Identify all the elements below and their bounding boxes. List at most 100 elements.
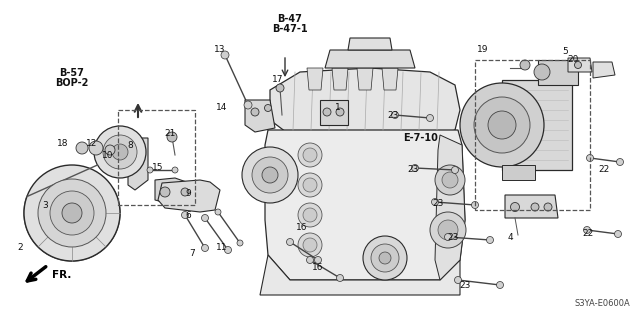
Circle shape bbox=[202, 214, 209, 221]
Circle shape bbox=[307, 256, 314, 263]
Circle shape bbox=[314, 256, 321, 263]
Text: 1: 1 bbox=[335, 103, 341, 113]
Polygon shape bbox=[357, 68, 373, 90]
Circle shape bbox=[616, 159, 623, 166]
Polygon shape bbox=[382, 68, 398, 90]
Text: 7: 7 bbox=[189, 249, 195, 257]
Polygon shape bbox=[270, 68, 460, 135]
Circle shape bbox=[244, 101, 252, 109]
Polygon shape bbox=[307, 68, 323, 90]
Polygon shape bbox=[332, 68, 348, 90]
Circle shape bbox=[531, 203, 539, 211]
Circle shape bbox=[392, 112, 399, 118]
Circle shape bbox=[445, 234, 451, 241]
Text: B-57: B-57 bbox=[60, 68, 84, 78]
Circle shape bbox=[303, 208, 317, 222]
Polygon shape bbox=[502, 80, 572, 170]
Circle shape bbox=[303, 178, 317, 192]
Circle shape bbox=[237, 240, 243, 246]
Circle shape bbox=[435, 165, 465, 195]
Circle shape bbox=[215, 209, 221, 215]
Text: 8: 8 bbox=[127, 140, 133, 150]
Circle shape bbox=[147, 167, 153, 173]
Circle shape bbox=[298, 233, 322, 257]
Text: 10: 10 bbox=[102, 151, 114, 160]
Text: BOP-2: BOP-2 bbox=[55, 78, 89, 88]
Circle shape bbox=[575, 62, 582, 69]
Text: 13: 13 bbox=[214, 46, 226, 55]
Polygon shape bbox=[320, 100, 348, 125]
Circle shape bbox=[50, 191, 94, 235]
Circle shape bbox=[486, 236, 493, 243]
Circle shape bbox=[298, 143, 322, 167]
Bar bbox=[475, 60, 590, 210]
Text: 17: 17 bbox=[272, 76, 284, 85]
Circle shape bbox=[303, 148, 317, 162]
Circle shape bbox=[488, 111, 516, 139]
Circle shape bbox=[511, 203, 520, 211]
Text: 21: 21 bbox=[164, 129, 176, 137]
Circle shape bbox=[24, 165, 120, 261]
Polygon shape bbox=[568, 58, 592, 72]
Text: 16: 16 bbox=[296, 224, 308, 233]
Text: E-7-10: E-7-10 bbox=[403, 133, 438, 143]
Circle shape bbox=[298, 203, 322, 227]
Circle shape bbox=[38, 179, 106, 247]
Circle shape bbox=[454, 277, 461, 284]
Text: 12: 12 bbox=[86, 138, 98, 147]
Circle shape bbox=[105, 145, 115, 155]
Circle shape bbox=[298, 173, 322, 197]
Text: 11: 11 bbox=[216, 243, 228, 253]
Circle shape bbox=[534, 64, 550, 80]
Text: 14: 14 bbox=[216, 102, 228, 112]
Polygon shape bbox=[260, 255, 460, 295]
Text: 3: 3 bbox=[42, 201, 48, 210]
Text: 18: 18 bbox=[57, 138, 68, 147]
Text: B-47: B-47 bbox=[278, 14, 303, 24]
Circle shape bbox=[225, 247, 232, 254]
Circle shape bbox=[221, 51, 229, 59]
Circle shape bbox=[371, 244, 399, 272]
Circle shape bbox=[336, 108, 344, 116]
Text: 5: 5 bbox=[562, 48, 568, 56]
Text: 9: 9 bbox=[185, 189, 191, 198]
Polygon shape bbox=[538, 60, 578, 85]
Circle shape bbox=[474, 97, 530, 153]
Circle shape bbox=[412, 165, 419, 172]
Circle shape bbox=[264, 105, 271, 112]
Circle shape bbox=[520, 60, 530, 70]
Circle shape bbox=[62, 203, 82, 223]
Text: S3YA-E0600A: S3YA-E0600A bbox=[574, 299, 630, 308]
Polygon shape bbox=[128, 138, 148, 190]
Polygon shape bbox=[245, 100, 275, 132]
Text: 15: 15 bbox=[152, 164, 164, 173]
Polygon shape bbox=[505, 195, 558, 218]
Circle shape bbox=[303, 238, 317, 252]
Circle shape bbox=[172, 167, 178, 173]
Circle shape bbox=[262, 167, 278, 183]
Polygon shape bbox=[155, 178, 195, 205]
Circle shape bbox=[251, 108, 259, 116]
Circle shape bbox=[337, 275, 344, 281]
Circle shape bbox=[167, 132, 177, 142]
Circle shape bbox=[160, 187, 170, 197]
Circle shape bbox=[76, 142, 88, 154]
Circle shape bbox=[460, 83, 544, 167]
Circle shape bbox=[497, 281, 504, 288]
Circle shape bbox=[614, 231, 621, 238]
Circle shape bbox=[451, 167, 458, 174]
Text: 22: 22 bbox=[582, 228, 594, 238]
Text: 23: 23 bbox=[387, 110, 399, 120]
Circle shape bbox=[544, 203, 552, 211]
Bar bbox=[118, 110, 195, 205]
Circle shape bbox=[276, 84, 284, 92]
Circle shape bbox=[584, 226, 591, 234]
Polygon shape bbox=[348, 38, 392, 50]
Circle shape bbox=[363, 236, 407, 280]
Circle shape bbox=[379, 252, 391, 264]
Text: 2: 2 bbox=[17, 243, 23, 253]
Circle shape bbox=[182, 211, 189, 219]
Circle shape bbox=[202, 244, 209, 251]
Circle shape bbox=[252, 157, 288, 193]
Text: 16: 16 bbox=[312, 263, 324, 272]
